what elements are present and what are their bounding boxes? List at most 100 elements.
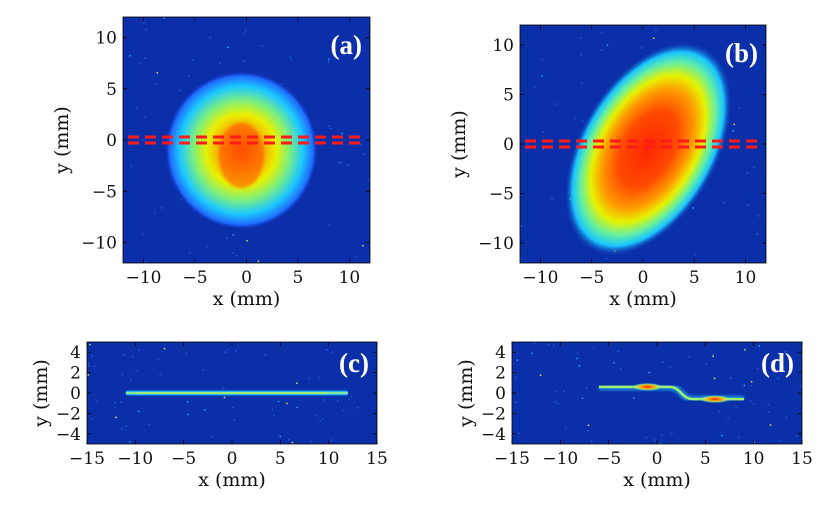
noise-pixel — [617, 350, 620, 353]
noise-pixel — [520, 225, 523, 227]
beam-line — [599, 385, 744, 401]
noise-pixel — [750, 380, 753, 383]
noise-pixel — [296, 382, 298, 384]
noise-pixel — [308, 377, 310, 380]
panel-label: (b) — [725, 38, 758, 68]
y-tick-label: 10 — [95, 29, 117, 49]
noise-pixel — [741, 49, 743, 52]
x-tick-label: 0 — [241, 268, 252, 288]
panel-label: (a) — [331, 30, 362, 60]
noise-pixel — [141, 139, 144, 142]
noise-pixel — [363, 153, 365, 156]
x-tick-label: 10 — [318, 449, 340, 469]
noise-pixel — [591, 442, 593, 444]
noise-pixel — [160, 207, 163, 209]
noise-pixel — [756, 367, 759, 370]
noise-pixel — [157, 358, 159, 361]
noise-pixel — [120, 401, 122, 403]
noise-pixel — [90, 418, 93, 420]
noise-pixel — [144, 57, 146, 59]
x-tick-label: 5 — [689, 268, 700, 288]
noise-pixel — [328, 224, 330, 226]
noise-pixel — [619, 368, 622, 370]
noise-pixel — [137, 410, 140, 413]
noise-pixel — [578, 365, 581, 367]
noise-pixel — [520, 257, 523, 260]
noise-pixel — [533, 86, 536, 88]
noise-pixel — [753, 166, 755, 169]
noise-pixel — [291, 441, 294, 444]
noise-pixel — [555, 390, 557, 393]
noise-pixel — [93, 365, 96, 367]
x-tick-label: 5 — [700, 449, 711, 469]
noise-pixel — [542, 148, 544, 151]
x-tick-label: −15 — [69, 449, 105, 469]
noise-pixel — [565, 427, 567, 430]
noise-pixel — [671, 432, 673, 435]
noise-pixel — [659, 442, 662, 444]
noise-pixel — [799, 385, 802, 388]
noise-pixel — [89, 343, 91, 346]
noise-pixel — [318, 376, 320, 379]
noise-pixel — [553, 344, 555, 347]
noise-pixel — [327, 442, 329, 444]
noise-pixel — [319, 419, 321, 422]
noise-pixel — [554, 401, 557, 403]
noise-pixel — [600, 49, 603, 51]
noise-pixel — [654, 439, 657, 441]
noise-pixel — [563, 390, 565, 393]
panel-a: −10 −5 0 5 10 10 5 0 −5 −10 x (mm) y (mm) (a) — [51, 16, 371, 310]
noise-pixel — [785, 416, 787, 419]
noise-pixel — [359, 143, 362, 146]
x-tick-label: −10 — [126, 268, 162, 288]
plot-background — [512, 342, 802, 444]
y-axis-label: y (mm) — [30, 359, 52, 428]
noise-pixel — [576, 352, 579, 354]
noise-pixel — [114, 406, 117, 409]
noise-pixel — [257, 260, 260, 263]
noise-pixel — [330, 127, 332, 130]
noise-pixel — [732, 130, 735, 132]
noise-pixel — [159, 373, 161, 376]
x-tick-label: 10 — [735, 268, 757, 288]
noise-pixel — [233, 419, 235, 421]
x-tick-label: 0 — [652, 449, 663, 469]
noise-pixel — [735, 406, 737, 409]
noise-pixel — [746, 204, 749, 206]
noise-pixel — [662, 361, 664, 363]
noise-pixel — [350, 396, 353, 398]
noise-pixel — [235, 349, 237, 352]
y-tick-label: 2 — [70, 364, 81, 384]
noise-pixel — [527, 143, 529, 145]
noise-pixel — [264, 354, 266, 356]
noise-pixel — [705, 363, 708, 365]
y-tick-label: −4 — [481, 425, 506, 445]
noise-pixel — [122, 353, 125, 356]
x-tick-label: 5 — [293, 268, 304, 288]
noise-pixel — [330, 439, 333, 441]
noise-pixel — [347, 164, 349, 166]
noise-pixel — [163, 347, 166, 350]
noise-pixel — [585, 387, 588, 389]
noise-pixel — [354, 255, 357, 258]
noise-pixel — [186, 401, 189, 403]
noise-pixel — [310, 440, 313, 443]
x-tick-label: −5 — [171, 449, 196, 469]
y-tick-label: −2 — [481, 404, 506, 424]
noise-pixel — [542, 131, 545, 133]
noise-pixel — [209, 36, 211, 39]
noise-pixel — [367, 179, 370, 181]
noise-pixel — [188, 252, 191, 254]
noise-pixel — [778, 439, 781, 442]
noise-pixel — [227, 46, 229, 49]
noise-pixel — [744, 348, 746, 351]
noise-pixel — [737, 436, 740, 438]
noise-pixel — [337, 400, 339, 402]
noise-pixel — [362, 245, 364, 247]
y-tick-label: 0 — [503, 135, 514, 155]
noise-pixel — [279, 435, 282, 438]
noise-pixel — [640, 47, 643, 49]
noise-pixel — [730, 377, 732, 380]
noise-pixel — [692, 207, 694, 209]
noise-pixel — [243, 32, 246, 35]
